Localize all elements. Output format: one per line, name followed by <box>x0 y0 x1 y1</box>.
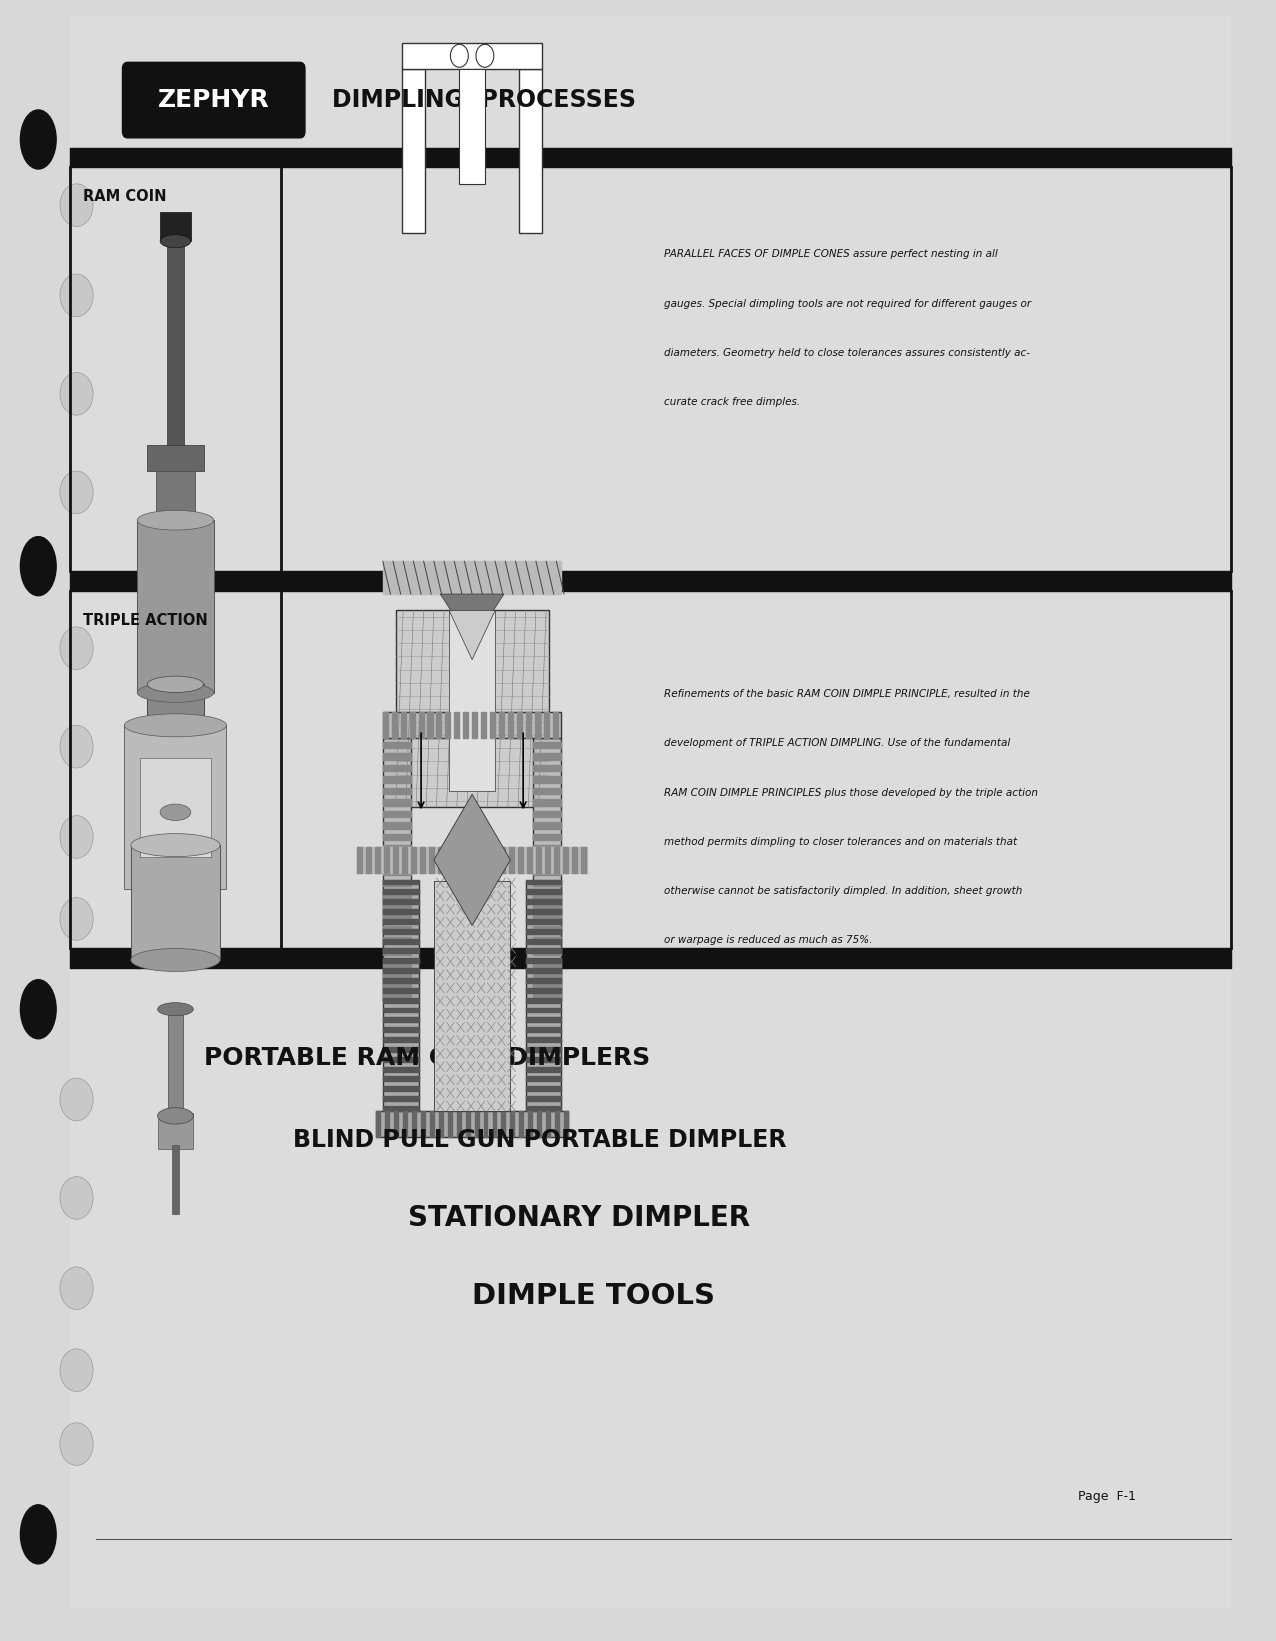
Circle shape <box>60 627 93 670</box>
Circle shape <box>60 1267 93 1310</box>
Bar <box>161 212 191 241</box>
Polygon shape <box>440 594 504 643</box>
Ellipse shape <box>125 714 227 737</box>
Polygon shape <box>449 610 495 660</box>
Text: TRIPLE ACTION: TRIPLE ACTION <box>83 612 208 629</box>
Bar <box>383 881 419 1111</box>
Polygon shape <box>434 794 510 926</box>
Ellipse shape <box>161 804 191 820</box>
Bar <box>526 881 561 1111</box>
Text: PORTABLE RAM COIN DIMPLERS: PORTABLE RAM COIN DIMPLERS <box>204 1047 651 1070</box>
Circle shape <box>60 1349 93 1392</box>
Bar <box>533 738 561 1001</box>
Text: RAM COIN: RAM COIN <box>83 189 166 205</box>
Text: ZEPHYR: ZEPHYR <box>158 89 269 112</box>
Circle shape <box>60 1423 93 1465</box>
Circle shape <box>60 725 93 768</box>
Circle shape <box>60 1177 93 1219</box>
Ellipse shape <box>20 537 56 596</box>
Bar <box>434 881 510 1111</box>
Bar <box>148 445 204 471</box>
Ellipse shape <box>161 235 191 248</box>
Bar <box>376 1111 568 1137</box>
Text: curate crack free dimples.: curate crack free dimples. <box>664 397 800 407</box>
Ellipse shape <box>143 794 207 830</box>
Ellipse shape <box>138 683 214 702</box>
Text: Page  F-1: Page F-1 <box>1078 1490 1136 1503</box>
Bar <box>171 1145 179 1214</box>
Bar <box>168 1009 184 1116</box>
Ellipse shape <box>20 110 56 169</box>
Text: otherwise cannot be satisfactorily dimpled. In addition, sheet growth: otherwise cannot be satisfactorily dimpl… <box>664 886 1022 896</box>
Circle shape <box>60 1078 93 1121</box>
Bar <box>148 684 204 730</box>
Text: DIMPLE TOOLS: DIMPLE TOOLS <box>472 1282 715 1311</box>
Ellipse shape <box>138 510 214 530</box>
Circle shape <box>60 898 93 940</box>
Text: RAM COIN DIMPLE PRINCIPLES plus those developed by the triple action: RAM COIN DIMPLE PRINCIPLES plus those de… <box>664 788 1037 798</box>
Text: Refinements of the basic RAM COIN DIMPLE PRINCIPLE, resulted in the: Refinements of the basic RAM COIN DIMPLE… <box>664 689 1030 699</box>
Text: PARALLEL FACES OF DIMPLE CONES assure perfect nesting in all: PARALLEL FACES OF DIMPLE CONES assure pe… <box>664 249 998 259</box>
Bar <box>457 640 487 706</box>
Ellipse shape <box>158 1003 194 1016</box>
Ellipse shape <box>20 980 56 1039</box>
Circle shape <box>60 816 93 858</box>
Circle shape <box>60 184 93 226</box>
Text: method permits dimpling to closer tolerances and on materials that: method permits dimpling to closer tolera… <box>664 837 1017 847</box>
Text: BLIND PULL GUN PORTABLE DIMPLER: BLIND PULL GUN PORTABLE DIMPLER <box>293 1129 787 1152</box>
Bar <box>459 69 485 184</box>
Circle shape <box>60 373 93 415</box>
Ellipse shape <box>148 676 204 693</box>
Circle shape <box>60 471 93 514</box>
Bar <box>166 241 184 455</box>
Text: diameters. Geometry held to close tolerances assures consistently ac-: diameters. Geometry held to close tolera… <box>664 348 1030 358</box>
Bar <box>383 712 561 738</box>
Circle shape <box>60 274 93 317</box>
Bar <box>156 471 195 520</box>
Bar <box>140 758 211 857</box>
Bar <box>138 520 214 693</box>
Bar <box>519 69 542 233</box>
Bar <box>158 1113 194 1149</box>
Text: development of TRIPLE ACTION DIMPLING. Use of the fundamental: development of TRIPLE ACTION DIMPLING. U… <box>664 738 1009 748</box>
FancyBboxPatch shape <box>122 62 305 138</box>
Bar <box>402 69 425 233</box>
Bar <box>125 725 227 889</box>
Text: STATIONARY DIMPLER: STATIONARY DIMPLER <box>408 1203 750 1232</box>
Bar <box>383 738 411 1001</box>
Bar <box>131 845 221 960</box>
Bar <box>396 610 549 807</box>
Bar <box>402 43 542 69</box>
Ellipse shape <box>158 1108 194 1124</box>
Ellipse shape <box>20 1505 56 1564</box>
Ellipse shape <box>131 948 221 971</box>
Text: gauges. Special dimpling tools are not required for different gauges or: gauges. Special dimpling tools are not r… <box>664 299 1031 309</box>
Text: or warpage is reduced as much as 75%.: or warpage is reduced as much as 75%. <box>664 935 872 945</box>
Bar <box>449 610 495 791</box>
Ellipse shape <box>131 834 221 857</box>
Text: DIMPLING  PROCESSES: DIMPLING PROCESSES <box>332 89 635 112</box>
